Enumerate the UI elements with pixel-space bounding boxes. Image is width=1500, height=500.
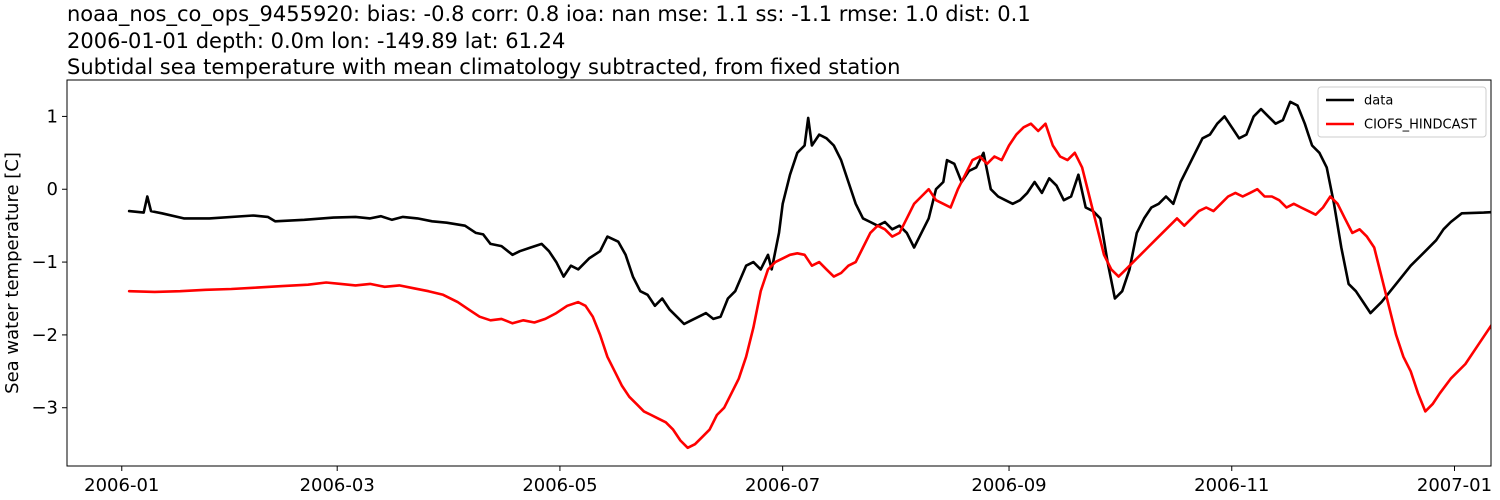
y-tick-label: −1: [31, 252, 58, 273]
x-tick-label: 2006-09: [971, 475, 1046, 496]
chart-title-station: 2006-01-01 depth: 0.0m lon: -149.89 lat:…: [67, 29, 566, 53]
plot-frame: [66, 79, 1492, 467]
x-axis: 2006-01 2006-03 2006-05 2006-07 2006-09 2006-…: [84, 466, 1492, 496]
y-axis: −3 −2 −1 0 1: [31, 106, 67, 419]
x-tick-label: 2006-11: [1194, 475, 1269, 496]
x-tick-label: 2007-01: [1417, 475, 1492, 496]
y-tick-label: 1: [47, 106, 58, 127]
y-tick-label: −3: [31, 398, 58, 419]
x-tick-label: 2006-03: [300, 475, 375, 496]
y-axis-label: Sea water temperature [C]: [2, 152, 23, 394]
legend-label: CIOFS_HINDCAST: [1364, 118, 1477, 133]
x-tick-label: 2006-01: [84, 475, 159, 496]
series-line-ciofs-hindcast: [127, 122, 1491, 450]
chart-title-description: Subtidal sea temperature with mean clima…: [67, 55, 901, 79]
x-tick-label: 2006-07: [745, 475, 820, 496]
legend-box: [1317, 86, 1487, 138]
x-tick-label: 2006-05: [522, 475, 597, 496]
chart-title-stats: noaa_nos_co_ops_9455920: bias: -0.8 corr…: [67, 2, 1031, 26]
plot-lines: [127, 100, 1491, 450]
legend: data CIOFS_HINDCAST: [1317, 86, 1487, 138]
legend-label: data: [1364, 94, 1393, 109]
y-tick-label: −2: [31, 325, 58, 346]
series-line-data: [127, 100, 1491, 326]
y-tick-label: 0: [47, 179, 58, 200]
